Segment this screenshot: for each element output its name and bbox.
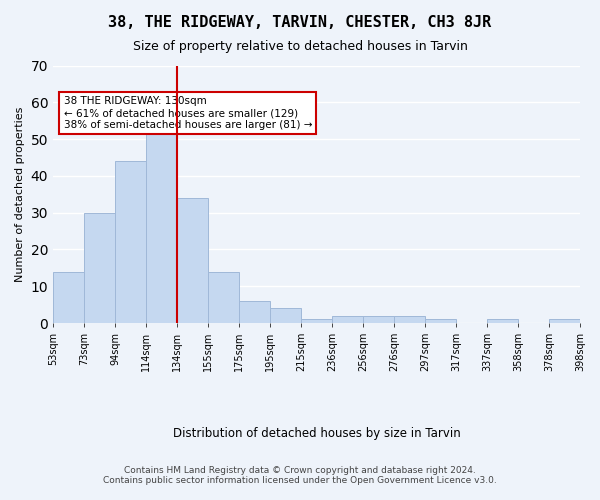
Text: 38, THE RIDGEWAY, TARVIN, CHESTER, CH3 8JR: 38, THE RIDGEWAY, TARVIN, CHESTER, CH3 8… bbox=[109, 15, 491, 30]
Bar bbox=[239, 301, 270, 323]
Bar bbox=[301, 320, 332, 323]
Bar bbox=[84, 212, 115, 323]
Bar bbox=[208, 272, 239, 323]
Bar bbox=[394, 316, 425, 323]
Bar bbox=[549, 320, 580, 323]
X-axis label: Distribution of detached houses by size in Tarvin: Distribution of detached houses by size … bbox=[173, 427, 460, 440]
Bar bbox=[487, 320, 518, 323]
Text: Contains HM Land Registry data © Crown copyright and database right 2024.
Contai: Contains HM Land Registry data © Crown c… bbox=[103, 466, 497, 485]
Bar bbox=[53, 272, 84, 323]
Bar bbox=[177, 198, 208, 323]
Bar bbox=[115, 161, 146, 323]
Bar bbox=[146, 110, 177, 323]
Y-axis label: Number of detached properties: Number of detached properties bbox=[15, 106, 25, 282]
Text: 38 THE RIDGEWAY: 130sqm
← 61% of detached houses are smaller (129)
38% of semi-d: 38 THE RIDGEWAY: 130sqm ← 61% of detache… bbox=[64, 96, 312, 130]
Bar bbox=[363, 316, 394, 323]
Bar bbox=[332, 316, 363, 323]
Bar bbox=[425, 320, 456, 323]
Bar bbox=[270, 308, 301, 323]
Text: Size of property relative to detached houses in Tarvin: Size of property relative to detached ho… bbox=[133, 40, 467, 53]
